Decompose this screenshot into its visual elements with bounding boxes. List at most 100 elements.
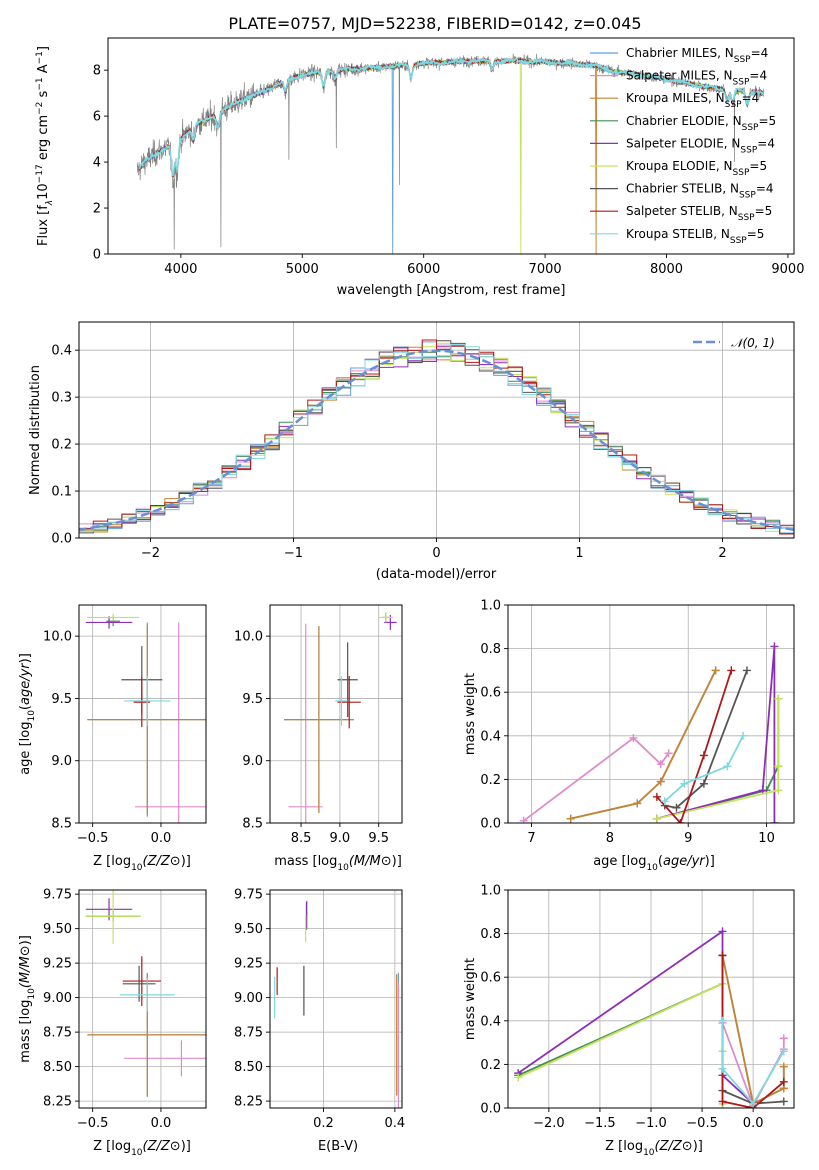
x-axis-label: mass [log10(M/M⊙)] [274, 854, 402, 873]
legend-entry: Chabrier ELODIE, NSSP=5 [626, 114, 776, 133]
y-axis-label: Normed distribution [28, 365, 43, 495]
y-tick-label: 0.2 [480, 773, 501, 788]
model-spectrum [138, 56, 765, 177]
x-tick-label: −1 [284, 546, 303, 561]
mass-weight-marker [718, 927, 727, 936]
residual-panel: −2 −1 0 1 2 0.0 0.1 0.2 0.3 0.4 𝒩(0, 1) (data-model… [28, 321, 795, 582]
mass-weight-marker [758, 786, 767, 795]
mass-weight-marker [660, 797, 669, 806]
legend-entry: Kroupa ELODIE, NSSP=5 [626, 159, 767, 178]
y-tick-label: 8 [93, 64, 101, 79]
axes-border [107, 37, 795, 255]
x-tick-label: 9000 [771, 262, 804, 277]
mass-weight-marker [774, 694, 783, 703]
mass-weight-marker [739, 731, 748, 740]
errorbar-point [122, 965, 156, 1002]
y-tick-label: 2 [93, 202, 101, 217]
mass-weight-line [656, 698, 780, 820]
plot-area [85, 613, 206, 823]
errorbar-point [337, 642, 358, 718]
y-tick-label: 9.25 [234, 957, 263, 972]
legend-entry: Kroupa MILES, NSSP=4 [626, 91, 759, 110]
x-tick-label: −1.5 [584, 1116, 616, 1131]
y-tick-label: 9.50 [234, 922, 263, 937]
age_vs_Z-panel: −0.5 0.0 8.5 9.0 9.5 10.0 Z [log10(Z/Z⊙)] age [… [18, 604, 207, 873]
plot-area [79, 339, 794, 537]
mass_weight_vs_age-panel: 7 8 9 10 0.0 0.2 0.4 0.6 0.8 1.0 age [log10(age/yr… [463, 599, 795, 873]
mass-weight-line [517, 929, 754, 1105]
mass-weight-marker [779, 1077, 788, 1086]
figure-title: PLATE=0757, MJD=52238, FIBERID=0142, z=0… [228, 14, 641, 33]
axes-frame: 7 8 9 10 0.0 0.2 0.4 0.6 0.8 1.0 age [log10(age/yr… [463, 599, 795, 873]
axes-border [269, 604, 403, 824]
y-tick-label: 9.75 [234, 888, 263, 903]
mass-weight-marker [779, 1062, 788, 1071]
x-tick-label: 8000 [650, 262, 683, 277]
x-axis-label: E(B-V) [318, 1139, 358, 1154]
y-tick-label: 10.0 [234, 630, 263, 645]
y-tick-label: 9.50 [43, 922, 72, 937]
mass-weight-marker [652, 792, 661, 801]
x-tick-label: 4000 [164, 262, 197, 277]
axes-frame: 8.5 9.0 9.5 8.5 9.0 9.5 10.0 mass [log10(M/M⊙)] [234, 604, 403, 873]
x-tick-label: 2 [718, 546, 726, 561]
x-axis-label: (data-model)/error [376, 567, 497, 582]
legend-entry: Salpeter ELODIE, NSSP=4 [626, 136, 775, 155]
y-tick-label: 9.0 [51, 754, 72, 769]
axes-frame: 0.2 0.4 8.25 8.50 8.75 9.00 9.25 9.50 9.75 E(B-V) [234, 888, 405, 1154]
errorbar-point [85, 890, 141, 944]
x-tick-label: −2.0 [533, 1116, 565, 1131]
mass-weight-line [664, 735, 744, 802]
mass-weight-marker [664, 749, 673, 758]
x-tick-label: −2 [141, 546, 160, 561]
mass-weight-marker [656, 760, 665, 769]
y-tick-label: 0 [93, 248, 101, 263]
y-tick-label: 8.75 [234, 1026, 263, 1041]
errorbar-point [124, 1040, 206, 1077]
errorbar-point [85, 616, 133, 629]
y-tick-label: 10.0 [43, 630, 72, 645]
y-tick-label: 0.0 [480, 1102, 501, 1117]
mass-weight-marker [566, 814, 575, 823]
y-tick-label: 8.5 [242, 817, 263, 832]
legend-entry: Salpeter MILES, NSSP=4 [626, 69, 767, 88]
y-tick-label: 8.75 [43, 1026, 72, 1041]
mass-weight-marker [718, 1097, 727, 1106]
plot-area [519, 642, 783, 823]
mass-weight-line [523, 736, 670, 822]
axes-frame: −0.5 0.0 8.25 8.50 8.75 9.00 9.25 9.50 9.75 Z [lo… [18, 888, 207, 1158]
axes-frame: −0.5 0.0 8.5 9.0 9.5 10.0 Z [log10(Z/Z⊙)] age [… [18, 604, 207, 873]
plot-area [514, 927, 788, 1108]
y-tick-label: 0.6 [480, 686, 501, 701]
errorbar-point [87, 613, 140, 622]
y-tick-label: 1.0 [480, 884, 501, 899]
mass_weight_vs_Z-panel: −2.0 −1.5 −1.0 −0.5 0.0 0.0 0.2 0.4 0.6 0.8 1.0 Z [… [463, 884, 795, 1158]
plot-area [85, 890, 206, 1097]
legend-entry: Chabrier STELIB, NSSP=4 [626, 182, 774, 201]
mass-weight-marker [629, 733, 638, 742]
errorbar-point [335, 676, 348, 726]
mass-weight-marker [727, 666, 736, 675]
y-tick-label: 0.8 [480, 927, 501, 942]
y-axis-label: age [log10(age/yr)] [18, 653, 37, 775]
mass-weight-marker [711, 666, 720, 675]
mass-weight-marker [718, 951, 727, 960]
spectrum-panel: 4000 5000 6000 7000 8000 9000 0 2 4 6 8 Chabrier MI… [35, 37, 804, 298]
x-axis-label: Z [log10(Z/Z⊙)] [93, 854, 191, 873]
mass-weight-marker [519, 816, 528, 823]
mass-weight-line [570, 670, 717, 820]
mass-weight-line [656, 698, 780, 820]
mass-weight-marker [676, 819, 685, 823]
x-tick-label: 1 [575, 546, 583, 561]
errorbar-point [283, 626, 354, 814]
errorbar-point [119, 978, 175, 1012]
x-axis-label: Z [log10(Z/Z⊙)] [93, 1139, 191, 1158]
residual-histogram [79, 344, 794, 532]
axes-frame: −2 −1 0 1 2 0.0 0.1 0.2 0.3 0.4 𝒩(0, 1) (data-model… [28, 321, 795, 582]
y-tick-label: 9.00 [234, 991, 263, 1006]
mass-weight-marker [779, 1047, 788, 1056]
x-tick-label: 8 [606, 831, 614, 846]
y-tick-label: 9.25 [43, 957, 72, 972]
x-tick-label: 10 [758, 831, 775, 846]
